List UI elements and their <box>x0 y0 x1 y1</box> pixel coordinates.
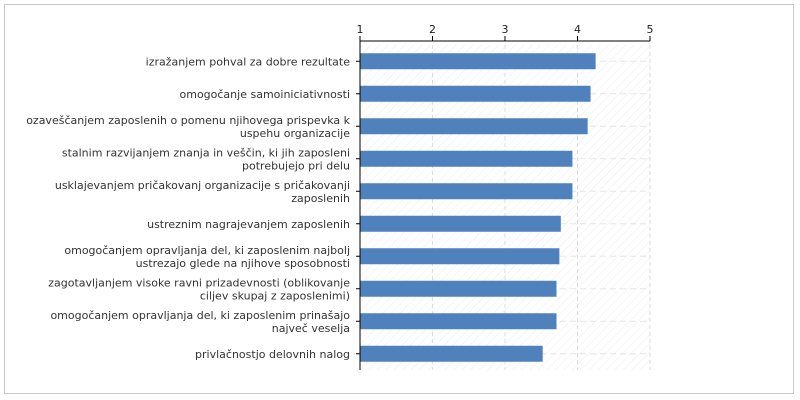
x-axis: 1 2 3 4 5 <box>356 23 654 370</box>
category-labels: izražanjem pohval za dobre rezultate omog… <box>26 55 350 361</box>
category-label: privlačnostjo delovnih nalog <box>195 348 350 361</box>
bar <box>360 215 561 232</box>
category-label: omogočanjem opravljanja del, ki zaposlen… <box>64 244 350 270</box>
category-label: ozaveščanjem zaposlenih o pomenu njihove… <box>26 114 350 140</box>
x-tick-label: 5 <box>647 23 654 36</box>
category-label: omogočanje samoiniciativnosti <box>180 88 351 101</box>
x-tick-label: 3 <box>502 23 509 36</box>
x-tick-label: 2 <box>429 23 436 36</box>
bar <box>360 53 596 70</box>
bar <box>360 313 557 330</box>
category-label: ustreznim nagrajevanjem zaposlenih <box>147 218 350 231</box>
bar-series <box>360 53 596 362</box>
bar <box>360 345 543 362</box>
category-label: omogočanjem opravljanja del, ki zaposlen… <box>50 309 350 335</box>
bar <box>360 183 573 200</box>
category-label: usklajevanjem pričakovanj organizacije s… <box>55 179 350 205</box>
bar <box>360 150 573 167</box>
bar <box>360 280 557 297</box>
bar <box>360 118 588 135</box>
x-tick-label: 1 <box>357 23 364 36</box>
category-label: zagotavljanjem visoke ravni prizadevnost… <box>48 276 350 302</box>
bar <box>360 248 560 265</box>
category-label: izražanjem pohval za dobre rezultate <box>146 55 351 68</box>
category-label: stalnim razvijanjem znanja in veščin, ki… <box>62 146 350 172</box>
bar <box>360 85 591 102</box>
x-tick-label: 4 <box>574 23 581 36</box>
